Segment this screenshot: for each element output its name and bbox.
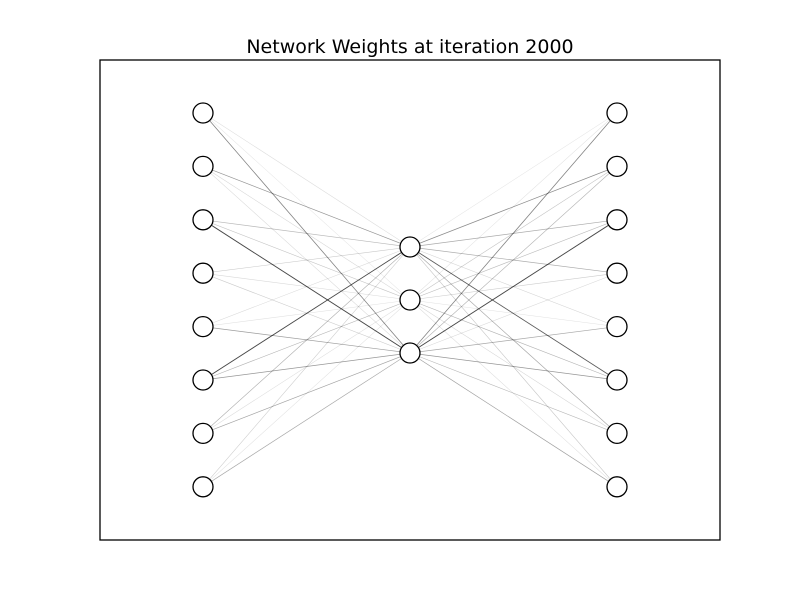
edge-hidden-2-output-7 — [409, 299, 618, 434]
edge-hidden-2-output-2 — [409, 166, 618, 301]
edge-input-3-hidden-3 — [202, 219, 411, 354]
edge-hidden-2-output-6 — [409, 299, 618, 381]
plot-frame — [99, 59, 721, 541]
edge-hidden-2-output-4 — [409, 272, 618, 301]
edge-input-1-hidden-3 — [202, 112, 411, 354]
edge-input-3-hidden-1 — [202, 219, 411, 248]
figure-title: Network Weights at iteration 2000 — [246, 36, 573, 58]
edge-hidden-3-output-1 — [409, 112, 618, 354]
edge-hidden-1-output-3 — [409, 219, 618, 248]
input-node-5 — [192, 315, 214, 338]
edge-hidden-3-output-6 — [409, 352, 618, 381]
edge-hidden-1-output-6 — [409, 246, 618, 381]
edge-hidden-3-output-5 — [409, 326, 618, 354]
edge-input-8-hidden-1 — [202, 246, 411, 487]
edge-hidden-3-output-2 — [409, 166, 618, 354]
hidden-node-3 — [399, 342, 421, 364]
output-node-3 — [606, 209, 628, 231]
hidden-node-2 — [399, 289, 421, 311]
input-node-6 — [192, 369, 214, 391]
node-layer — [192, 102, 628, 498]
edge-hidden-1-output-2 — [409, 166, 618, 248]
output-node-5 — [606, 315, 628, 338]
edge-input-6-hidden-3 — [202, 352, 411, 381]
edge-input-2-hidden-3 — [202, 166, 411, 354]
output-node-6 — [606, 369, 628, 391]
input-node-7 — [192, 422, 214, 445]
edge-input-5-hidden-3 — [202, 326, 411, 354]
input-node-1 — [192, 102, 214, 124]
edge-hidden-1-output-4 — [409, 246, 618, 274]
output-node-4 — [606, 262, 628, 284]
edge-hidden-1-output-7 — [409, 246, 618, 434]
hidden-node-1 — [399, 236, 421, 258]
output-node-2 — [606, 155, 628, 178]
edge-input-5-hidden-1 — [202, 246, 411, 327]
edge-input-7-hidden-3 — [202, 352, 411, 434]
edge-input-7-hidden-2 — [202, 299, 411, 434]
edge-hidden-3-output-7 — [409, 352, 618, 434]
edge-hidden-2-output-3 — [409, 219, 618, 301]
input-node-2 — [192, 155, 214, 178]
edge-input-6-hidden-1 — [202, 246, 411, 381]
input-node-8 — [192, 476, 214, 498]
edge-hidden-3-output-8 — [409, 352, 618, 488]
edge-hidden-3-output-3 — [409, 219, 618, 354]
edge-input-6-hidden-2 — [202, 299, 411, 381]
input-node-4 — [192, 262, 214, 284]
edge-input-8-hidden-2 — [202, 299, 411, 488]
edge-hidden-1-output-5 — [409, 246, 618, 327]
input-node-3 — [192, 209, 214, 231]
output-node-8 — [606, 476, 628, 498]
edge-input-4-hidden-1 — [202, 246, 411, 274]
edge-input-7-hidden-1 — [202, 246, 411, 434]
edge-hidden-2-output-8 — [409, 299, 618, 488]
edge-input-4-hidden-2 — [202, 272, 411, 301]
edge-layer — [202, 112, 618, 488]
output-node-7 — [606, 422, 628, 445]
edge-hidden-1-output-8 — [409, 246, 618, 487]
edge-input-1-hidden-1 — [202, 112, 411, 248]
edge-hidden-1-output-1 — [409, 112, 618, 248]
edge-input-2-hidden-2 — [202, 166, 411, 301]
edge-input-8-hidden-3 — [202, 352, 411, 488]
output-node-1 — [606, 102, 628, 124]
edge-input-2-hidden-1 — [202, 166, 411, 248]
edge-input-3-hidden-2 — [202, 219, 411, 301]
